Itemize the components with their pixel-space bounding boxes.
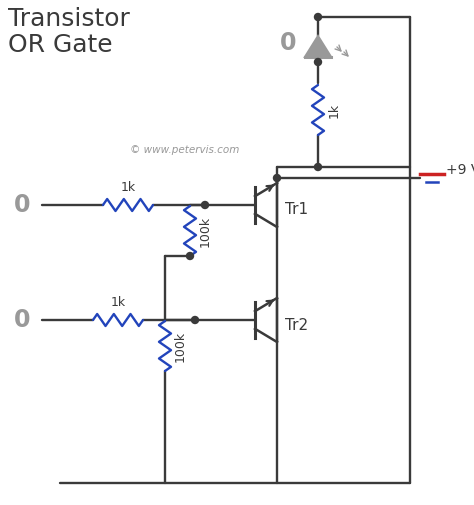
Circle shape — [315, 14, 321, 21]
Text: 0: 0 — [280, 31, 296, 55]
Circle shape — [191, 317, 199, 324]
Circle shape — [201, 201, 209, 209]
Text: Tr1: Tr1 — [285, 203, 308, 218]
Text: 100k: 100k — [199, 216, 212, 246]
Circle shape — [273, 175, 281, 181]
Circle shape — [186, 252, 193, 260]
Text: +9 V: +9 V — [446, 163, 474, 177]
Text: Tr2: Tr2 — [285, 318, 308, 332]
Text: 0: 0 — [13, 308, 30, 332]
Text: 1k: 1k — [120, 181, 136, 194]
Circle shape — [315, 164, 321, 171]
Text: Transistor
OR Gate: Transistor OR Gate — [8, 7, 130, 57]
Text: 0: 0 — [13, 193, 30, 217]
Polygon shape — [305, 36, 331, 57]
Text: 1k: 1k — [328, 103, 341, 118]
Circle shape — [315, 59, 321, 66]
Text: © www.petervis.com: © www.petervis.com — [130, 145, 240, 155]
Text: 1k: 1k — [110, 296, 126, 309]
Text: 100k: 100k — [174, 330, 187, 362]
